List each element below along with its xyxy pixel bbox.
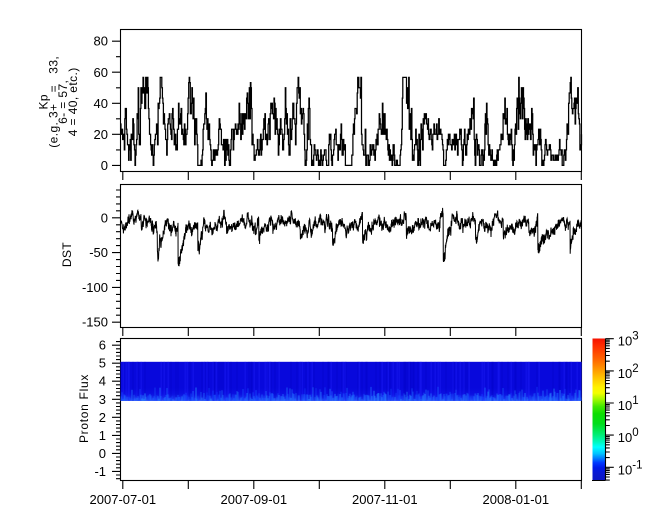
svg-text:4: 4 — [99, 374, 106, 389]
svg-text:-150: -150 — [82, 315, 108, 330]
svg-text:-100: -100 — [82, 280, 108, 295]
svg-text:2008-01-01: 2008-01-01 — [483, 492, 550, 507]
svg-text:Kp: Kp — [37, 94, 51, 109]
svg-text:0: 0 — [99, 446, 106, 461]
svg-text:2007-07-01: 2007-07-01 — [90, 492, 157, 507]
svg-text:(e.g. 3+ = 33,: (e.g. 3+ = 33, — [46, 56, 60, 148]
svg-text:0: 0 — [101, 158, 108, 173]
svg-text:80: 80 — [94, 34, 108, 49]
svg-text:3: 3 — [99, 392, 106, 407]
svg-text:60: 60 — [94, 65, 108, 80]
svg-text:Proton Flux: Proton Flux — [77, 374, 91, 443]
svg-text:20: 20 — [94, 127, 108, 142]
svg-text:4 = 40, etc.): 4 = 40, etc.) — [66, 67, 80, 136]
svg-text:6: 6 — [99, 338, 106, 353]
svg-text:2007-11-01: 2007-11-01 — [352, 492, 418, 507]
svg-text:40: 40 — [94, 96, 108, 111]
svg-text:1: 1 — [99, 428, 106, 443]
svg-text:5: 5 — [99, 356, 106, 371]
svg-text:-1: -1 — [94, 464, 106, 479]
svg-text:6- = 57,: 6- = 57, — [56, 80, 70, 124]
svg-text:0: 0 — [101, 210, 108, 225]
svg-text:DST: DST — [60, 242, 74, 267]
svg-text:2: 2 — [99, 410, 106, 425]
svg-text:2007-09-01: 2007-09-01 — [221, 492, 288, 507]
svg-text:-50: -50 — [89, 245, 108, 260]
